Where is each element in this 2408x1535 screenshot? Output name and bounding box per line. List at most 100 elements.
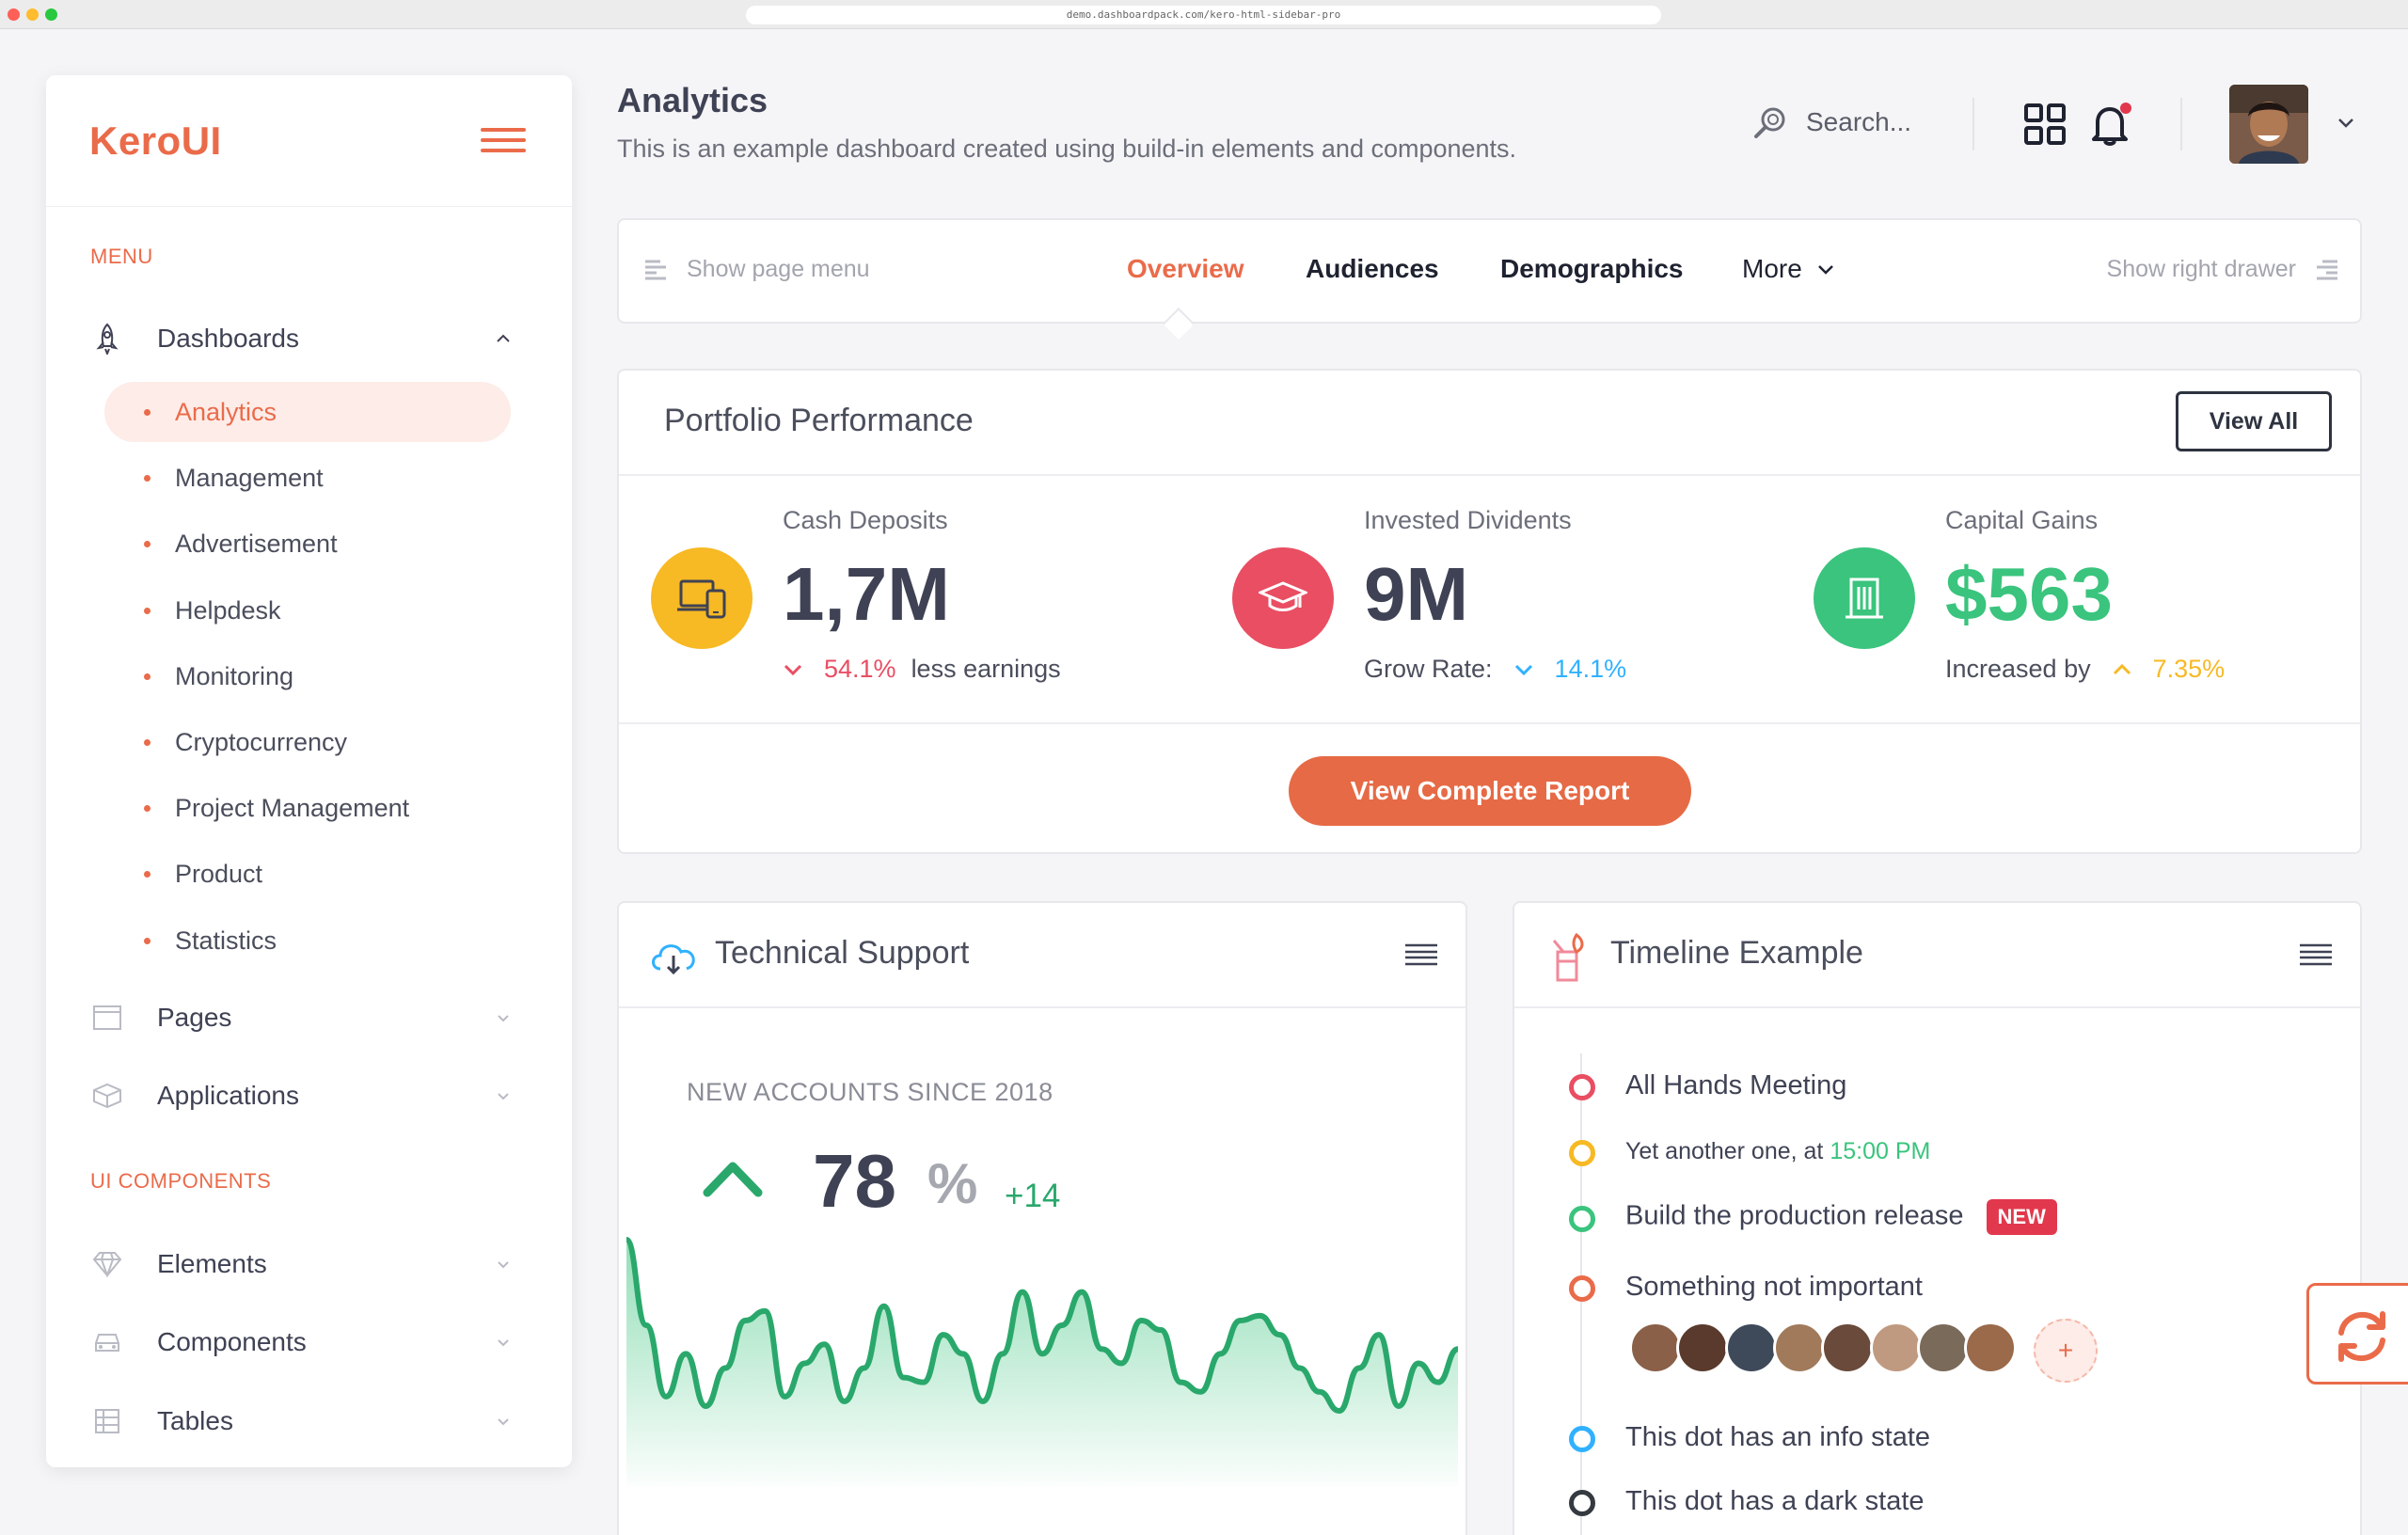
page-subtitle: This is an example dashboard created usi… [617, 135, 1517, 163]
timeline-item-text: All Hands Meeting [1625, 1070, 1847, 1100]
sidebar-subitem-statistics[interactable]: Statistics [104, 910, 511, 971]
sidebar-item-tables[interactable]: Tables [84, 1391, 535, 1451]
show-page-menu-button[interactable]: Show page menu [645, 256, 870, 283]
sidebar-item-label: Tables [157, 1406, 233, 1435]
bullet [144, 804, 150, 812]
bullet [144, 870, 150, 878]
rocket-icon [91, 323, 123, 355]
tab-audiences[interactable]: Audiences [1306, 254, 1439, 283]
menu-lines-icon[interactable] [2300, 942, 2332, 967]
address-bar[interactable]: demo.dashboardpack.com/kero-html-sidebar… [746, 6, 1661, 24]
menu-lines-icon[interactable] [1405, 942, 1437, 967]
stat-icon-circle [1232, 547, 1334, 649]
refresh-icon [2338, 1311, 2385, 1362]
sidebar-item-elements[interactable]: Elements [84, 1234, 535, 1294]
browser-window-icon [91, 1002, 123, 1034]
box-icon [91, 1080, 123, 1112]
avatar[interactable] [1773, 1321, 1826, 1374]
show-right-drawer-button[interactable]: Show right drawer [2107, 256, 2337, 283]
sidebar-subitem-analytics[interactable]: Analytics [104, 382, 511, 442]
sidebar-subitem-helpdesk[interactable]: Helpdesk [104, 580, 511, 641]
avatar[interactable] [1629, 1321, 1682, 1374]
chevron-up-icon [2113, 663, 2131, 674]
stat-label: Invested Dividents [1364, 506, 1572, 534]
bullet [144, 474, 150, 482]
sidebar-subitem-advertisement[interactable]: Advertisement [104, 514, 511, 574]
sparkline-chart [626, 1237, 1458, 1486]
portfolio-performance-card: Portfolio Performance View All Cash Depo… [617, 369, 2362, 854]
search-placeholder: Search... [1806, 107, 1912, 136]
avatar[interactable] [2229, 85, 2308, 164]
technical-support-card: Technical Support NEW ACCOUNTS SINCE 201… [617, 901, 1467, 1535]
chevron-down-icon[interactable] [2335, 111, 2357, 134]
search-box[interactable]: Search... [1751, 98, 1911, 147]
tab-more-label: More [1742, 254, 1802, 283]
view-all-button[interactable]: View All [2176, 391, 2332, 451]
arrow-up-icon [703, 1162, 763, 1197]
chevron-down-icon [498, 1015, 509, 1022]
avatar[interactable] [1870, 1321, 1923, 1374]
metric-label: NEW ACCOUNTS SINCE 2018 [687, 1078, 1054, 1106]
sparkline-area [626, 1240, 1458, 1486]
tab-more[interactable]: More [1742, 254, 1836, 284]
timeline-item-text: This dot has an info state [1625, 1422, 1931, 1452]
sidebar-subitem-product[interactable]: Product [104, 844, 511, 904]
chevron-down-icon [498, 1261, 509, 1269]
stat-icon-circle [651, 547, 752, 649]
stat-value: 9M [1364, 552, 1469, 636]
chevron-down-icon [784, 664, 802, 675]
sidebar-subitem-label: Cryptocurrency [175, 727, 348, 756]
sidebar-item-label: Elements [157, 1249, 267, 1278]
bullet [144, 607, 150, 614]
theme-settings-button[interactable] [2306, 1283, 2408, 1385]
graduation-cap-icon [1259, 581, 1307, 611]
timeline-dot [1569, 1426, 1595, 1452]
stat-invested-dividents: Invested Dividents 9M Grow Rate: 14.1% [1232, 476, 1759, 717]
sidebar-subitem-label: Advertisement [175, 529, 338, 558]
close-window-icon[interactable] [8, 8, 20, 21]
sidebar-subitem-management[interactable]: Management [104, 448, 511, 508]
sidebar-subitem-label: Management [175, 463, 324, 492]
timeline-dot [1569, 1206, 1595, 1232]
avatar[interactable] [1964, 1321, 2017, 1374]
logo[interactable]: KeroUI [89, 119, 222, 163]
avatar[interactable] [1676, 1321, 1729, 1374]
sidebar-subitem-monitoring[interactable]: Monitoring [104, 646, 511, 706]
sidebar-item-label: Components [157, 1327, 307, 1356]
sidebar-item-applications[interactable]: Applications [84, 1066, 535, 1126]
view-complete-report-button[interactable]: View Complete Report [1289, 756, 1691, 826]
tab-demographics[interactable]: Demographics [1500, 254, 1684, 283]
sidebar-item-label: Applications [157, 1081, 299, 1110]
avatar[interactable] [1917, 1321, 1970, 1374]
stat-icon-circle [1814, 547, 1915, 649]
bell-icon[interactable] [2090, 102, 2133, 147]
sidebar-item-dashboards[interactable]: Dashboards [84, 309, 535, 369]
timeline-dot [1569, 1490, 1595, 1516]
metric-value: 78 [813, 1139, 896, 1223]
timeline-item-text: Build the production release [1625, 1200, 1964, 1231]
maximize-window-icon[interactable] [45, 8, 57, 21]
avatar[interactable] [1821, 1321, 1874, 1374]
bullet [144, 540, 150, 547]
tab-overview[interactable]: Overview [1127, 254, 1244, 283]
cloud-download-icon [652, 944, 695, 975]
table-icon [91, 1405, 123, 1437]
search-icon [1754, 107, 1785, 138]
add-avatar-button[interactable]: + [2034, 1319, 2098, 1383]
hamburger-menu-icon[interactable] [481, 126, 526, 154]
chevron-down-icon [1817, 265, 1833, 275]
timeline-item: Yet another one, at 15:00 PM [1625, 1138, 1930, 1165]
apps-grid-icon[interactable] [2024, 103, 2066, 145]
chevron-up-icon [497, 334, 510, 342]
show-right-drawer-label: Show right drawer [2106, 256, 2296, 282]
sidebar-subitem-project-management[interactable]: Project Management [104, 778, 511, 838]
sidebar-item-pages[interactable]: Pages [84, 988, 535, 1048]
devices-icon [677, 579, 726, 619]
sidebar-item-components[interactable]: Components [84, 1312, 535, 1372]
timeline-time: 15:00 PM [1830, 1138, 1931, 1164]
minimize-window-icon[interactable] [26, 8, 39, 21]
chevron-down-icon [1514, 664, 1532, 675]
avatar[interactable] [1725, 1321, 1778, 1374]
sidebar-subitem-cryptocurrency[interactable]: Cryptocurrency [104, 712, 511, 772]
sidebar-subitem-label: Helpdesk [175, 595, 281, 625]
